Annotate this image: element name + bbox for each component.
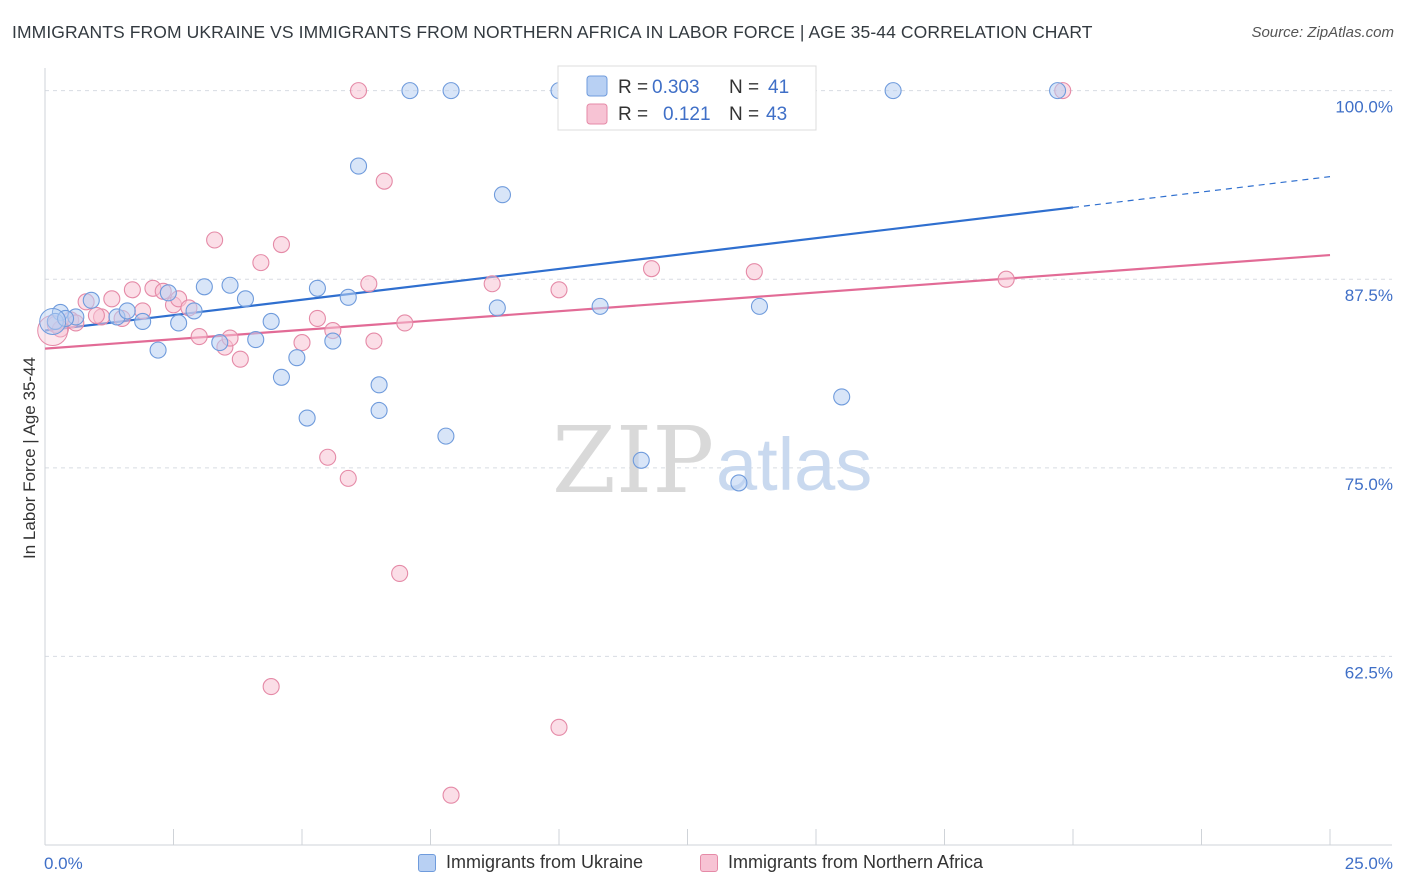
data-point-nafrica[interactable] — [550, 718, 568, 736]
series-legend-nafrica-label: Immigrants from Northern Africa — [728, 852, 984, 872]
data-point-ukraine[interactable] — [370, 401, 388, 420]
legend-n-ukraine: 41 — [768, 77, 789, 98]
data-point-ukraine[interactable] — [488, 299, 506, 317]
data-point-ukraine[interactable] — [632, 451, 650, 469]
data-point-nafrica[interactable] — [272, 235, 290, 254]
series-legend-ukraine-label: Immigrants from Ukraine — [446, 852, 644, 872]
data-point-nafrica[interactable] — [365, 332, 383, 350]
data-point-ukraine[interactable] — [39, 307, 67, 335]
data-point-ukraine[interactable] — [211, 334, 229, 352]
y-tick-labels: 100.0% 87.5% 75.0% 62.5% — [1335, 98, 1393, 683]
data-point-nafrica[interactable] — [206, 231, 224, 249]
data-point-ukraine[interactable] — [1049, 82, 1067, 100]
data-point-nafrica[interactable] — [103, 290, 121, 308]
data-point-nafrica[interactable] — [252, 254, 270, 272]
legend-r-ukraine: 0.303 — [652, 77, 700, 98]
data-point-ukraine[interactable] — [272, 368, 290, 386]
ukraine-swatch-icon — [418, 853, 436, 872]
trend-line-ukraine — [44, 206, 1074, 332]
data-point-ukraine[interactable] — [134, 312, 152, 331]
data-point-nafrica[interactable] — [349, 82, 368, 100]
grid-lines — [45, 90, 1392, 657]
data-point-ukraine[interactable] — [298, 409, 316, 427]
data-point-ukraine[interactable] — [118, 302, 136, 320]
data-point-ukraine[interactable] — [195, 278, 213, 296]
data-point-nafrica[interactable] — [550, 281, 568, 299]
data-point-nafrica[interactable] — [308, 309, 326, 328]
data-point-nafrica[interactable] — [375, 172, 393, 190]
y-tick-label: 100.0% — [1335, 98, 1393, 117]
legend-n-label-nafrica: N = — [729, 104, 759, 125]
legend-swatch-ukraine — [586, 75, 608, 97]
data-point-nafrica[interactable] — [997, 270, 1015, 288]
axes — [44, 68, 1392, 846]
data-point-ukraine[interactable] — [591, 297, 609, 315]
data-point-ukraine[interactable] — [730, 474, 748, 492]
data-point-ukraine[interactable] — [349, 157, 368, 175]
legend-r-nafrica: 0.121 — [663, 104, 711, 125]
data-point-ukraine[interactable] — [401, 82, 419, 100]
legend-n-label-ukraine: N = — [729, 77, 759, 98]
y-tick-label: 75.0% — [1345, 475, 1393, 494]
source-credit: Source: ZipAtlas.com — [1251, 24, 1394, 41]
watermark: ZIP atlas — [552, 407, 872, 514]
chart-title: IMMIGRANTS FROM UKRAINE VS IMMIGRANTS FR… — [12, 22, 1093, 42]
data-point-nafrica[interactable] — [262, 678, 280, 696]
data-point-ukraine[interactable] — [833, 388, 851, 406]
x-tick-labels: 0.0% 25.0% — [44, 854, 1393, 873]
data-point-ukraine[interactable] — [247, 331, 265, 349]
data-point-nafrica[interactable] — [190, 328, 208, 346]
nafrica-swatch-icon — [700, 853, 718, 872]
legend-r-label-ukraine: R = — [618, 77, 648, 98]
watermark-atlas: atlas — [716, 423, 872, 506]
data-point-ukraine[interactable] — [288, 349, 306, 367]
y-axis-title: In Labor Force | Age 35-44 — [20, 357, 39, 559]
y-tick-label: 87.5% — [1345, 286, 1393, 305]
legend-swatch-nafrica — [586, 103, 608, 125]
trend-line-extension-ukraine — [1072, 176, 1331, 209]
data-point-ukraine[interactable] — [82, 291, 100, 309]
data-point-nafrica[interactable] — [231, 350, 249, 368]
data-point-ukraine[interactable] — [221, 276, 239, 294]
data-point-ukraine[interactable] — [170, 314, 188, 332]
data-point-nafrica[interactable] — [87, 306, 105, 324]
data-point-ukraine[interactable] — [884, 82, 902, 100]
legend-n-nafrica: 43 — [766, 104, 787, 125]
trend-lines — [44, 176, 1331, 350]
data-point-ukraine[interactable] — [262, 312, 280, 331]
data-point-nafrica[interactable] — [391, 564, 409, 582]
data-point-ukraine[interactable] — [236, 290, 255, 308]
x-tick-label-max: 25.0% — [1345, 854, 1393, 873]
data-point-nafrica[interactable] — [339, 469, 357, 487]
y-tick-label: 62.5% — [1345, 663, 1393, 682]
data-point-ukraine[interactable] — [437, 427, 455, 445]
data-point-ukraine[interactable] — [750, 297, 769, 315]
legend-r-label-nafrica: R = — [618, 104, 648, 125]
data-point-ukraine[interactable] — [339, 288, 357, 306]
series-legend-ukraine[interactable]: Immigrants from Ukraine — [418, 852, 643, 873]
points-northern-africa — [37, 82, 1072, 804]
series-legend: Immigrants from Ukraine Immigrants from … — [0, 852, 1406, 878]
data-point-nafrica[interactable] — [293, 334, 311, 352]
series-legend-nafrica[interactable]: Immigrants from Northern Africa — [700, 852, 983, 873]
x-tick-label-min: 0.0% — [44, 854, 83, 873]
data-point-nafrica[interactable] — [319, 448, 337, 466]
data-point-nafrica[interactable] — [442, 786, 460, 804]
data-point-nafrica[interactable] — [745, 263, 763, 281]
data-point-ukraine[interactable] — [324, 332, 342, 350]
data-point-nafrica[interactable] — [483, 275, 501, 293]
data-point-nafrica[interactable] — [396, 314, 414, 332]
data-point-nafrica[interactable] — [642, 260, 661, 278]
data-point-ukraine[interactable] — [159, 284, 177, 302]
data-point-nafrica[interactable] — [123, 281, 141, 299]
data-point-ukraine[interactable] — [370, 376, 388, 394]
data-point-ukraine[interactable] — [308, 279, 326, 297]
data-point-ukraine[interactable] — [442, 82, 460, 100]
correlation-legend: R = 0.303 N = 41 R = 0.121 N = 43 — [557, 65, 817, 131]
data-point-ukraine[interactable] — [493, 186, 512, 204]
data-point-nafrica[interactable] — [360, 275, 378, 293]
data-point-ukraine[interactable] — [149, 341, 167, 359]
data-point-ukraine[interactable] — [185, 302, 203, 320]
